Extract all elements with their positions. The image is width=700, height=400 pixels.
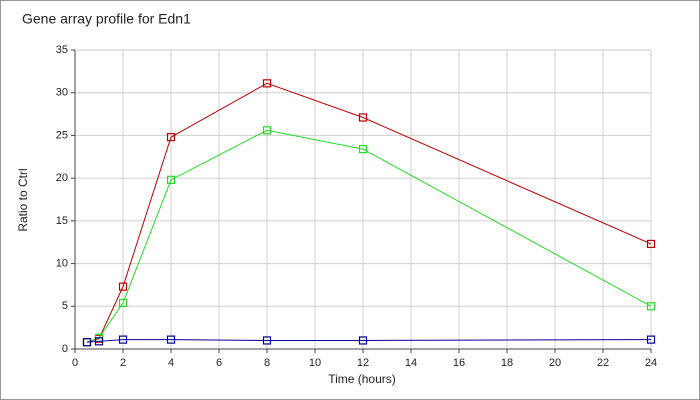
point-marker	[646, 302, 656, 311]
x-tick-label: 18	[501, 357, 513, 369]
x-tick-label: 24	[645, 357, 657, 369]
point-marker	[118, 335, 128, 344]
y-tick-label: 20	[56, 172, 68, 184]
point-marker	[94, 337, 104, 346]
x-tick-label: 14	[405, 357, 417, 369]
point-marker	[262, 126, 272, 135]
x-tick-label: 0	[72, 357, 78, 369]
point-marker	[646, 335, 656, 344]
y-tick-label: 10	[56, 257, 68, 269]
series-line	[86, 82, 652, 343]
point-marker	[358, 336, 368, 345]
point-marker	[646, 239, 656, 249]
point-marker	[82, 338, 92, 347]
y-tick-label: 30	[56, 87, 68, 99]
y-tick-label: 0	[62, 343, 68, 355]
point-marker	[166, 175, 176, 184]
x-tick-label: 6	[216, 357, 222, 369]
x-axis-title: Time (hours)	[328, 372, 396, 386]
x-tick-label: 22	[597, 357, 609, 369]
point-marker	[262, 336, 272, 345]
y-tick-label: 5	[62, 300, 68, 312]
y-tick-label: 25	[56, 129, 68, 141]
point-marker	[166, 133, 176, 142]
x-tick-label: 16	[453, 357, 465, 369]
chart-title: Gene array profile for Edn1	[22, 11, 191, 27]
y-axis-title: Ratio to Ctrl	[16, 168, 30, 231]
x-tick-label: 10	[309, 357, 321, 369]
x-tick-label: 8	[264, 357, 270, 369]
point-marker	[262, 79, 272, 88]
point-marker	[118, 298, 128, 307]
point-marker	[166, 335, 176, 344]
point-marker	[358, 113, 368, 122]
point-marker	[118, 282, 128, 291]
series-line	[86, 339, 652, 343]
y-tick-label: 35	[56, 44, 68, 56]
y-tick-label: 15	[56, 215, 68, 227]
point-marker	[358, 144, 368, 154]
x-tick-label: 20	[549, 357, 561, 369]
x-tick-label: 12	[357, 357, 369, 369]
x-tick-label: 2	[120, 357, 126, 369]
x-tick-label: 4	[168, 357, 174, 369]
